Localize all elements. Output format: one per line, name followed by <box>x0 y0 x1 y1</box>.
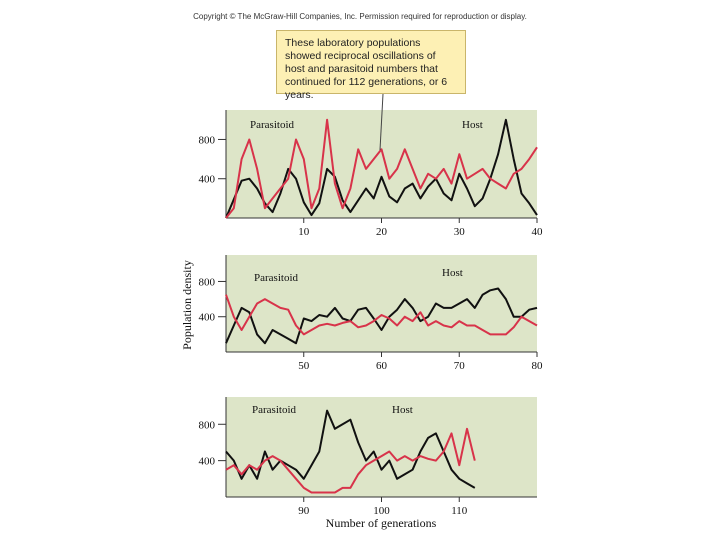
panel-1: 400 800 10 20 30 40 Parasitoid Host <box>199 110 544 238</box>
y-tick-label: 400 <box>199 312 216 324</box>
y-axis-label: Population density <box>180 260 194 350</box>
panel-background <box>226 255 537 352</box>
y-tick-label: 800 <box>199 276 216 288</box>
y-tick-label: 400 <box>199 174 216 186</box>
y-tick-label: 800 <box>199 134 216 146</box>
parasitoid-annotation: Parasitoid <box>254 272 298 284</box>
parasitoid-annotation: Parasitoid <box>252 404 296 416</box>
parasitoid-annotation: Parasitoid <box>250 119 294 131</box>
host-series-line <box>225 409 476 489</box>
parasitoid-series-line <box>225 427 476 494</box>
x-tick-label: 40 <box>532 226 544 238</box>
panel-2: 400 800 50 60 70 80 Parasitoid Host <box>199 255 544 372</box>
x-tick-label: 60 <box>376 360 388 372</box>
x-tick-label: 50 <box>298 360 310 372</box>
panels: 400 800 10 20 30 40 Parasitoid Host 400 800 50 60 70… <box>199 110 544 517</box>
parasitoid-series-line <box>225 294 538 336</box>
host-annotation: Host <box>392 404 413 416</box>
copyright-notice: Copyright © The McGraw-Hill Companies, I… <box>193 12 527 21</box>
y-tick-label: 400 <box>199 456 216 468</box>
panel-background <box>226 397 537 497</box>
x-tick-label: 20 <box>376 226 388 238</box>
x-tick-label: 70 <box>454 360 466 372</box>
x-tick-label: 10 <box>298 226 310 238</box>
callout-pointer <box>379 93 384 151</box>
panel-3: 400 800 90 100 110 Parasitoid Host <box>199 397 537 517</box>
x-tick-label: 110 <box>451 505 468 517</box>
x-axis-label: Number of generations <box>326 516 437 530</box>
x-tick-label: 80 <box>532 360 544 372</box>
host-series-line <box>225 118 538 219</box>
parasitoid-series-line <box>225 118 538 219</box>
x-tick-label: 30 <box>454 226 466 238</box>
x-tick-label: 90 <box>298 505 310 517</box>
y-tick-label: 800 <box>199 419 216 431</box>
host-series-line <box>225 287 538 345</box>
host-annotation: Host <box>462 119 483 131</box>
callout-note: These laboratory populations showed reci… <box>276 30 466 101</box>
host-annotation: Host <box>442 267 463 279</box>
x-tick-label: 100 <box>373 505 390 517</box>
